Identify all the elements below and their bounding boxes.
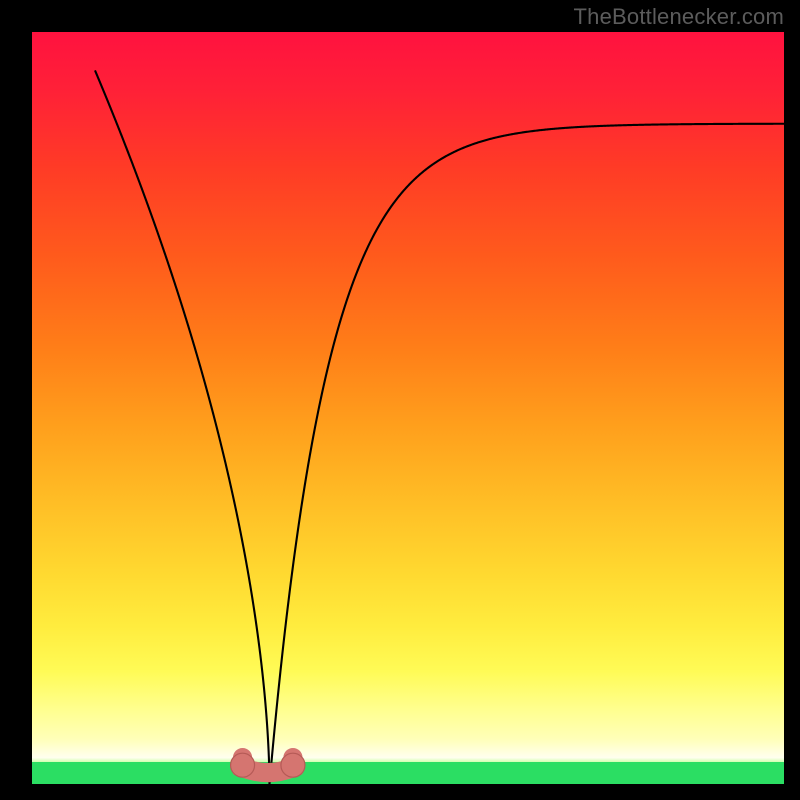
plot-canvas xyxy=(32,32,784,784)
watermark-text: TheBottlenecker.com xyxy=(574,4,784,30)
chart-frame: TheBottlenecker.com xyxy=(0,0,800,800)
gradient-background xyxy=(32,32,784,784)
green-band xyxy=(32,762,784,784)
